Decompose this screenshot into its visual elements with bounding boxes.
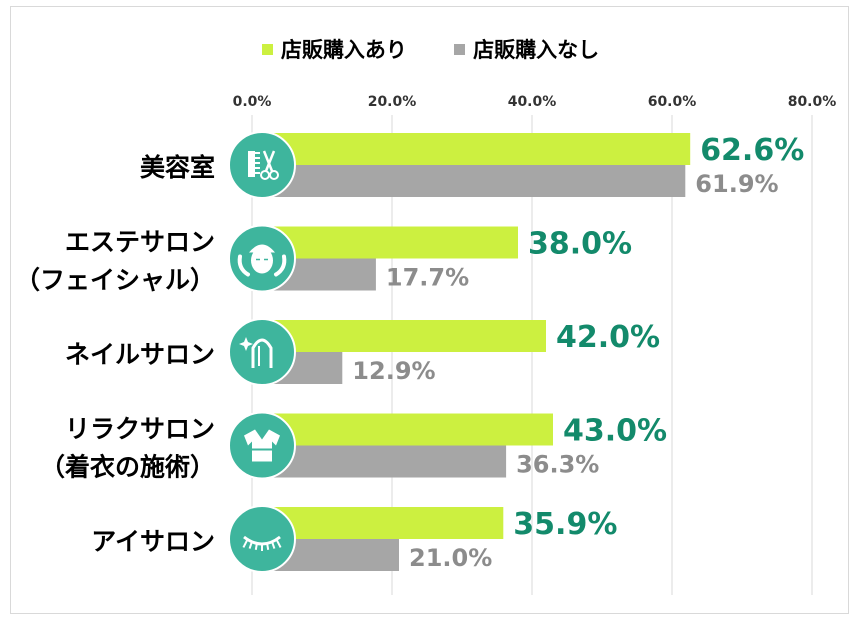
nail-polish-icon xyxy=(228,318,296,386)
data-label-with-purchase: 43.0% xyxy=(563,414,667,449)
comb-tooth xyxy=(255,162,260,164)
legend: 店販購入あり 店販購入なし xyxy=(0,34,861,64)
towel xyxy=(249,244,275,253)
eyelash xyxy=(242,539,248,548)
category-label: （フェイシャル） xyxy=(15,266,215,295)
comb-tooth xyxy=(255,172,260,174)
category-label: 美容室 xyxy=(140,153,215,182)
data-label-without-purchase: 17.7% xyxy=(386,264,469,292)
category-label: エステサロン xyxy=(65,228,215,257)
comb-tooth xyxy=(255,157,260,159)
comb-tooth xyxy=(255,167,260,169)
robe xyxy=(244,429,280,462)
category-label: アイサロン xyxy=(91,527,215,556)
x-tick-label: 0.0% xyxy=(233,94,272,110)
legend-label-without-purchase: 店販購入なし xyxy=(473,38,600,62)
legend-item-without-purchase: 店販購入なし xyxy=(454,34,599,64)
comb-tooth xyxy=(255,152,260,154)
eyelash xyxy=(266,542,270,550)
scissors-comb-icon xyxy=(228,131,296,199)
bar-with-purchase xyxy=(252,226,518,259)
eyelash xyxy=(248,541,253,549)
robe-icon xyxy=(228,411,296,480)
x-tick-label: 20.0% xyxy=(368,94,417,110)
data-label-with-purchase: 35.9% xyxy=(513,507,617,542)
scissor-blade xyxy=(264,150,276,172)
x-tick-label: 60.0% xyxy=(648,94,697,110)
bar-with-purchase xyxy=(252,320,546,352)
icon-circle xyxy=(228,131,296,199)
face xyxy=(251,247,273,274)
bar-without-purchase xyxy=(252,165,686,197)
x-tick-label: 80.0% xyxy=(788,94,837,110)
legend-item-with-purchase: 店販購入あり xyxy=(261,34,407,64)
data-label-with-purchase: 42.0% xyxy=(556,320,660,355)
legend-swatch-without-purchase xyxy=(454,43,466,55)
x-tick-label: 40.0% xyxy=(508,94,557,110)
eyelash xyxy=(276,539,282,548)
scissor-blade xyxy=(262,150,274,172)
category-label: （着衣の施術） xyxy=(40,453,215,482)
face-care-icon xyxy=(228,224,296,293)
bar-with-purchase xyxy=(252,413,553,446)
scissor-handle xyxy=(269,170,279,180)
data-label-without-purchase: 61.9% xyxy=(695,170,778,198)
icon-circle xyxy=(228,318,296,386)
sparkle xyxy=(239,337,253,351)
category-label: ネイルサロン xyxy=(65,340,215,369)
hand-right xyxy=(274,254,287,277)
legend-label-with-purchase: 店販購入あり xyxy=(280,38,407,62)
data-label-with-purchase: 38.0% xyxy=(528,227,632,262)
data-label-without-purchase: 12.9% xyxy=(352,357,435,385)
icon-circle xyxy=(228,505,296,573)
data-label-with-purchase: 62.6% xyxy=(700,133,804,168)
chart-frame xyxy=(10,6,849,614)
nail xyxy=(251,338,273,368)
comb-spine xyxy=(248,151,255,177)
category-label: リラクサロン xyxy=(65,415,215,444)
bar-with-purchase xyxy=(252,133,691,165)
data-label-without-purchase: 36.3% xyxy=(516,451,599,479)
eyelash xyxy=(271,541,276,549)
data-label-without-purchase: 21.0% xyxy=(409,544,492,572)
legend-swatch-with-purchase xyxy=(261,43,273,55)
eyelash-icon xyxy=(228,505,296,573)
eyelash xyxy=(254,542,258,550)
hand-left xyxy=(237,254,250,277)
